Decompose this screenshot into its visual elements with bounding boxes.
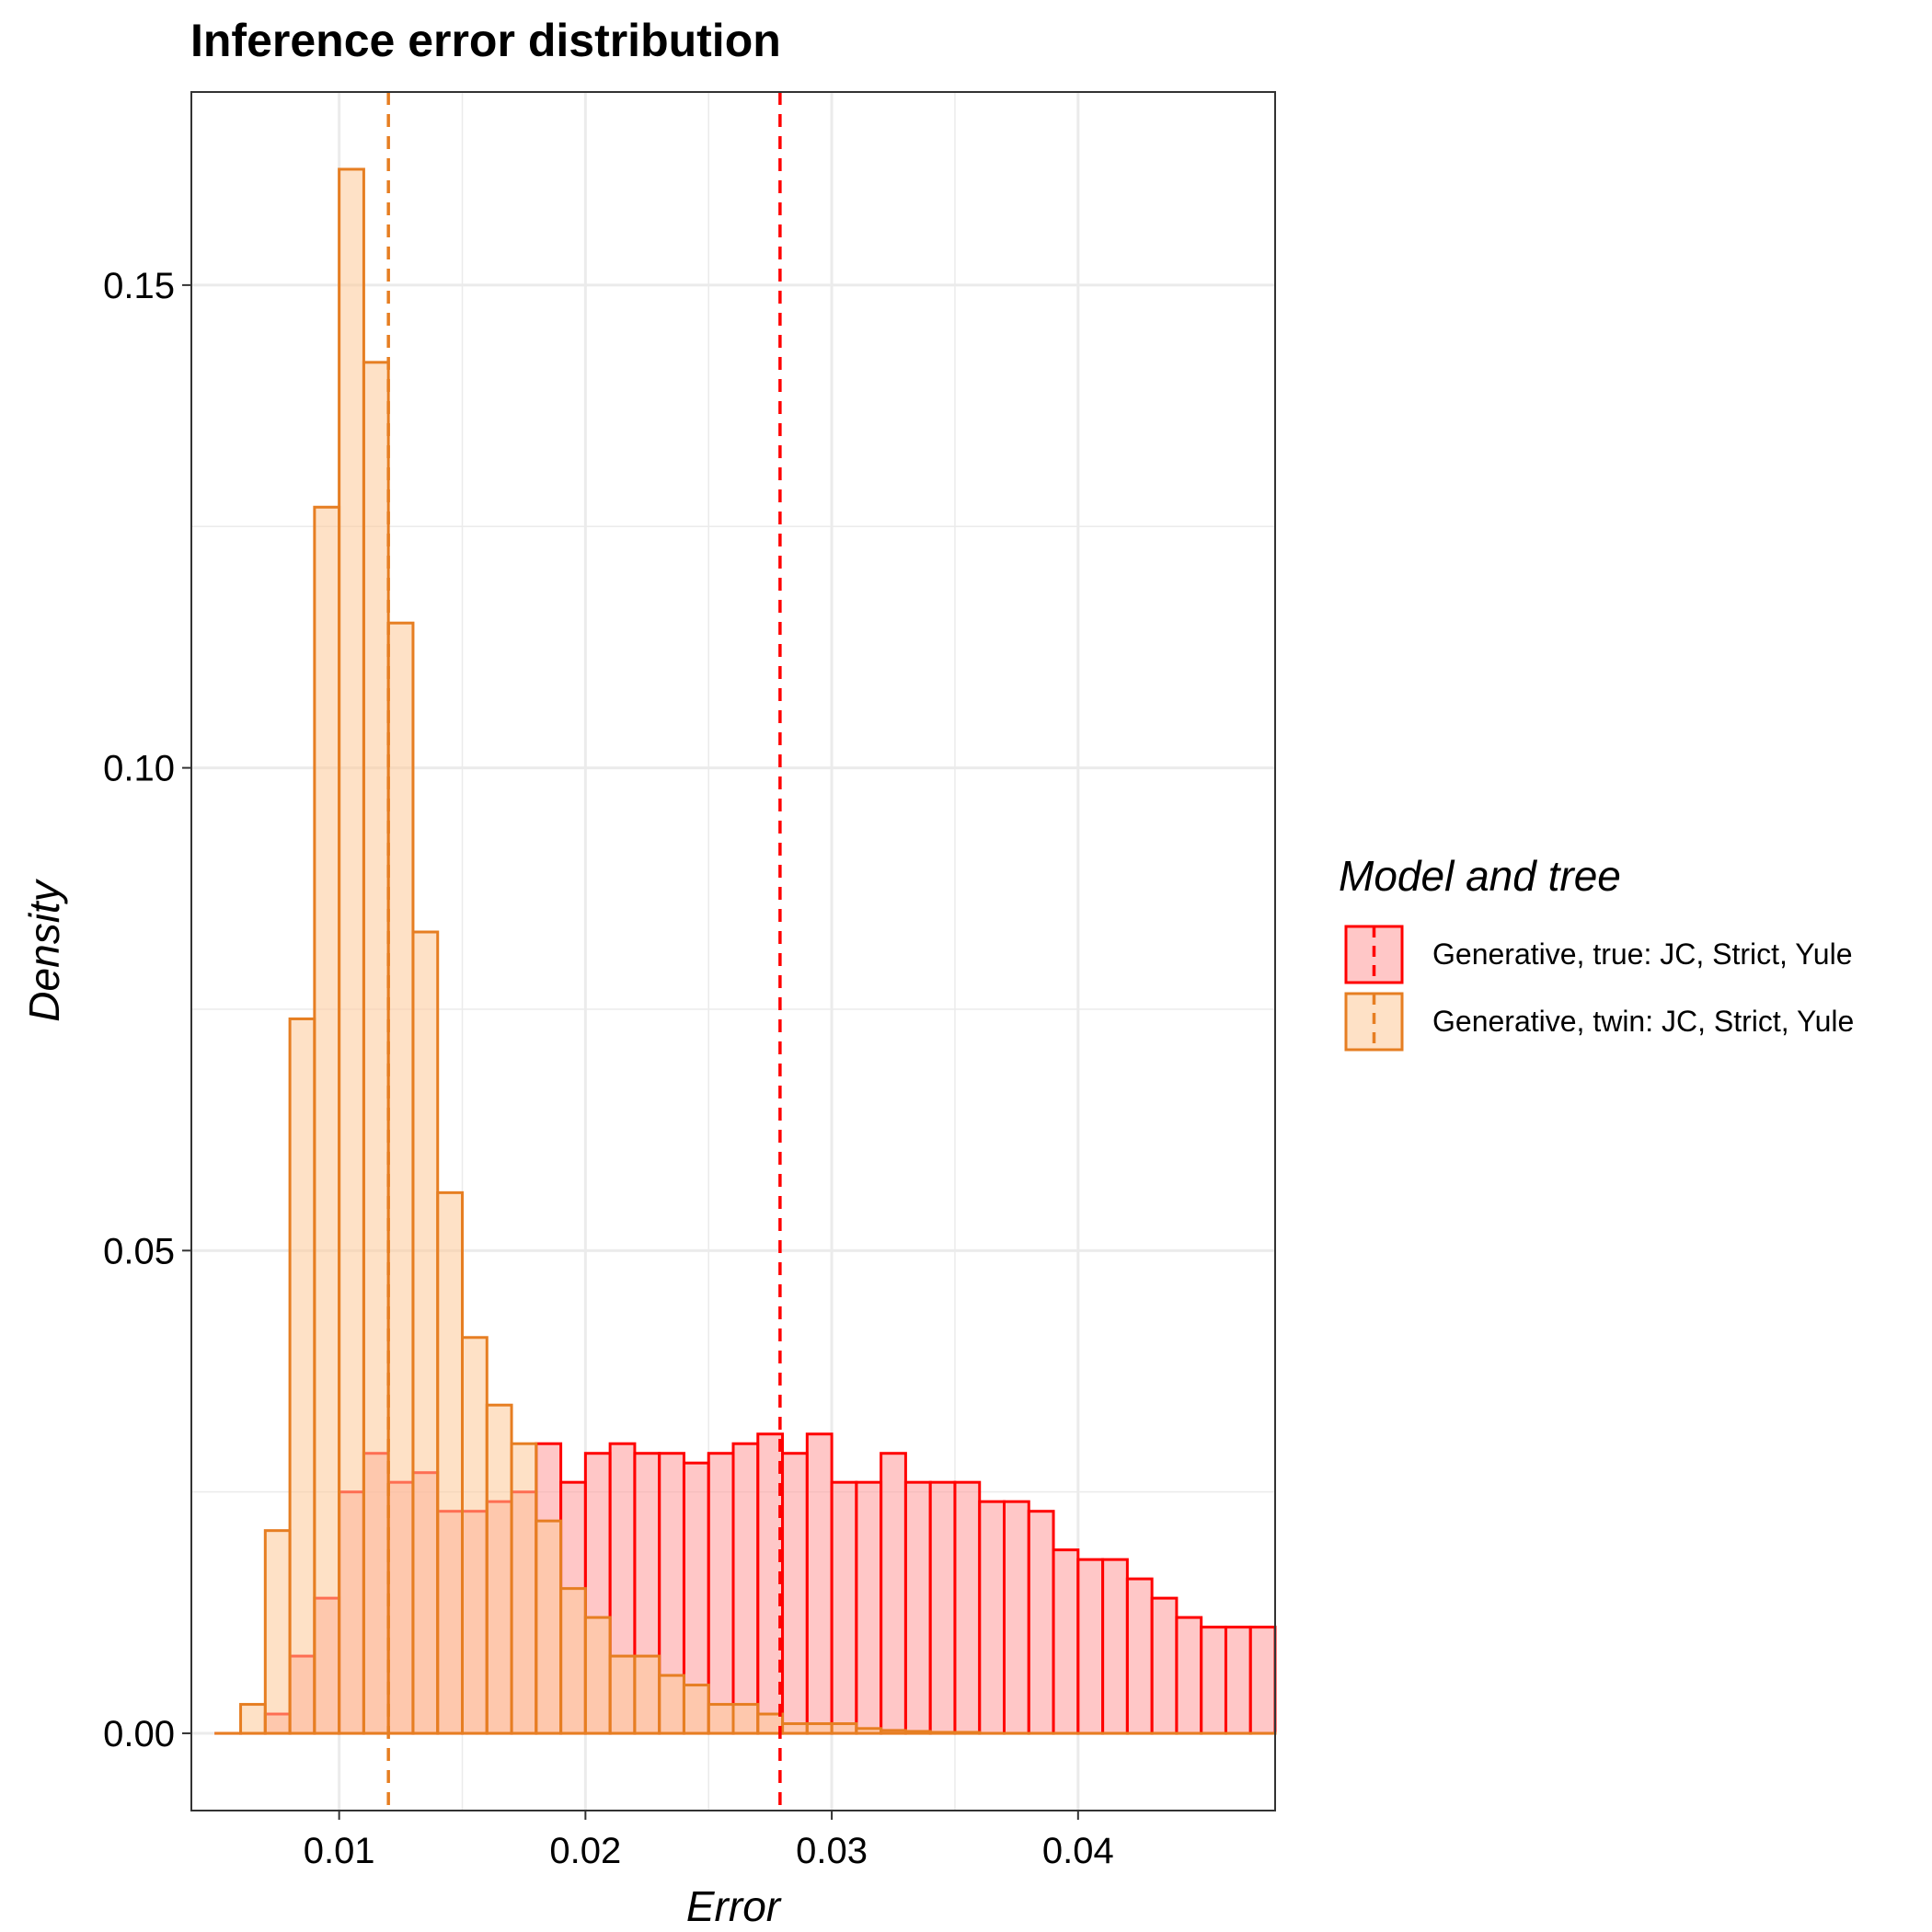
bar-series-0 [978,1500,1006,1735]
x-axis-title: Error [686,1882,782,1930]
bar-series-0 [1052,1548,1080,1735]
bar-series-1 [658,1673,685,1735]
bar-series-1 [953,1731,982,1735]
bar-series-1 [362,361,390,1735]
legend-label: Generative, twin: JC, Strict, Yule [1432,1005,1854,1038]
bar-series-1 [830,1722,858,1735]
bar-series-1 [855,1727,883,1735]
bar-series-1 [608,1654,637,1735]
bar-series-1 [633,1654,661,1735]
legend-title: Model and tree [1339,852,1621,900]
bar-series-1 [510,1442,538,1735]
bar-series-1 [386,621,415,1735]
bar-series-1 [880,1729,907,1735]
bar-series-0 [953,1480,982,1735]
x-tick-label: 0.03 [796,1831,868,1871]
bar-series-0 [1224,1626,1252,1735]
bar-series-1 [583,1616,612,1735]
bar-series-1 [239,1703,267,1735]
bar-series-0 [855,1480,883,1735]
bar-series-1 [288,1017,316,1735]
x-tick-label: 0.04 [1042,1831,1114,1871]
bar-series-1 [535,1519,563,1735]
x-tick-label: 0.02 [549,1831,621,1871]
legend-item-1: Generative, twin: JC, Strict, Yule [1343,991,1854,1052]
bar-series-1 [903,1730,932,1735]
axis-ticks: 0.01 0.02 0.03 0.04 0.00 0.05 0.10 0.15 [103,266,1114,1871]
bar-series-1 [781,1722,809,1735]
bar-series-1 [338,167,365,1735]
bar-series-1 [461,1336,489,1735]
bar-series-0 [1150,1596,1179,1735]
bar-series-1 [411,930,440,1735]
bar-series-0 [1101,1558,1129,1735]
bar-series-0 [1027,1510,1055,1735]
bar-series-0 [830,1480,858,1735]
bar-series-0 [1175,1616,1203,1735]
bar-series-1 [682,1684,710,1735]
y-tick-label: 0.00 [103,1714,175,1754]
series-1-bars [214,167,1277,1735]
bar-series-1 [559,1587,587,1735]
bar-series-0 [1200,1626,1227,1735]
y-axis-title: Density [20,878,68,1021]
bar-series-0 [805,1432,834,1735]
bar-series-1 [707,1703,735,1735]
bar-series-1 [731,1703,760,1735]
bar-series-1 [313,505,341,1735]
y-tick-label: 0.10 [103,749,175,789]
bar-series-0 [880,1452,907,1735]
bar-series-1 [436,1190,464,1735]
plot-panel-border [190,91,1276,1811]
histogram-bars [214,167,1277,1735]
legend: Generative, true: JC, Strict, Yule Genera… [1343,924,1854,1052]
legend-item-0: Generative, true: JC, Strict, Yule [1343,924,1853,985]
bar-series-0 [781,1452,809,1735]
bar-series-0 [731,1442,760,1735]
bar-series-0 [756,1432,785,1735]
legend-label: Generative, true: JC, Strict, Yule [1432,937,1853,971]
bar-series-1 [805,1722,834,1735]
y-tick-label: 0.05 [103,1231,175,1271]
bar-series-0 [1125,1577,1154,1735]
bar-series-0 [707,1452,735,1735]
bar-series-1 [928,1731,957,1735]
x-tick-label: 0.01 [304,1831,375,1871]
bar-series-0 [903,1480,932,1735]
bar-series-1 [485,1403,513,1735]
bar-series-0 [1003,1500,1030,1735]
chart-title: Inference error distribution [190,15,781,66]
bar-series-0 [928,1480,957,1735]
bar-series-0 [1076,1558,1105,1735]
y-tick-label: 0.15 [103,266,175,306]
bar-series-0 [1248,1626,1277,1735]
bar-series-1 [263,1529,292,1735]
